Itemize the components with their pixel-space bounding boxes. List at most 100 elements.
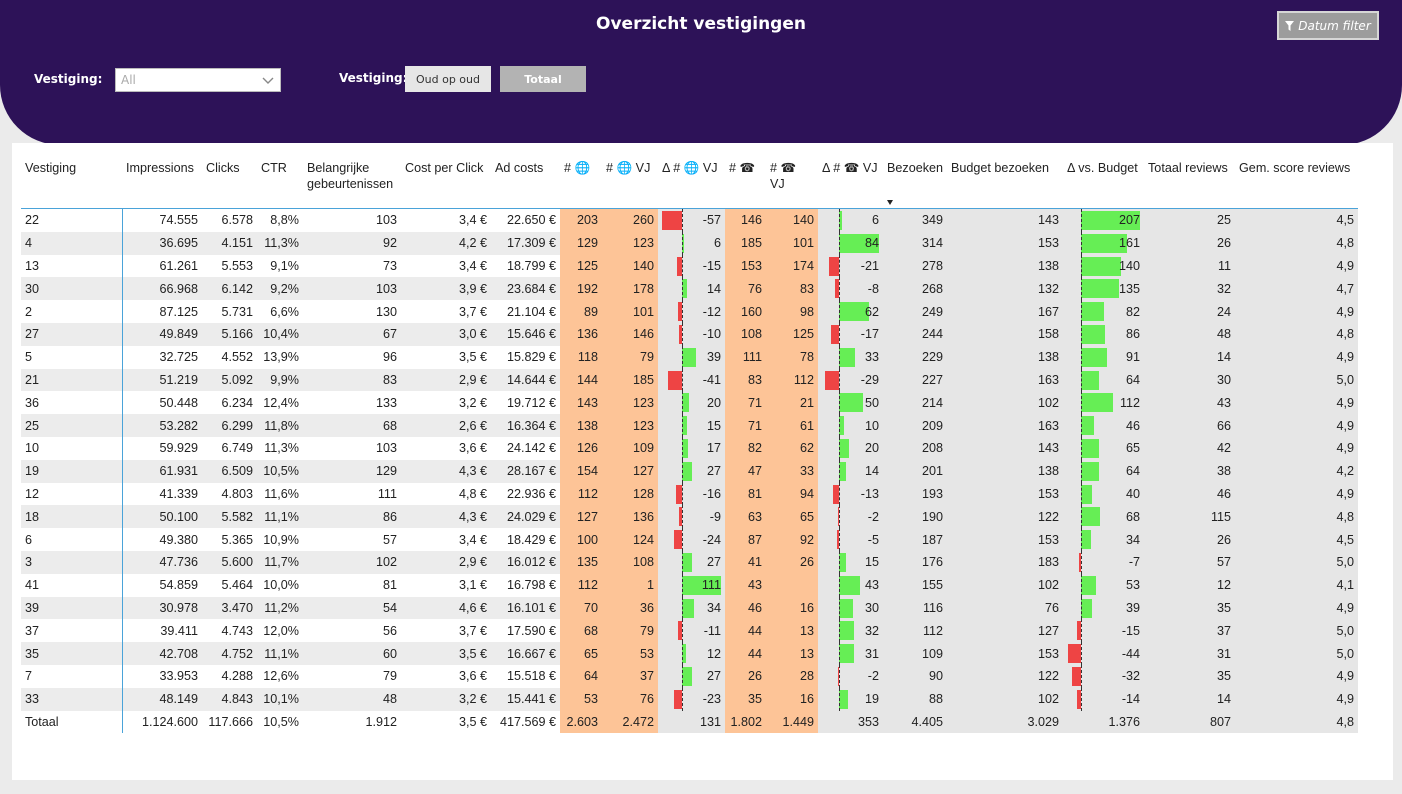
table-row[interactable]: 22 74.555 6.578 8,8% 103 3,4 € 22.650 € 203 260 -…: [21, 208, 1359, 232]
cell-value: 4,9: [1336, 395, 1355, 410]
column-header[interactable]: Cost per Click: [401, 155, 491, 209]
column-header[interactable]: Clicks: [202, 155, 257, 209]
column-header[interactable]: # 🌐: [560, 155, 602, 209]
cell-value: -57: [702, 213, 721, 228]
cell-value: 117.666: [208, 714, 253, 729]
bar-axis: [682, 322, 684, 346]
column-header[interactable]: # ☎ VJ: [766, 155, 818, 209]
table-row[interactable]: 35 42.708 4.752 11,1% 60 3,5 € 16.667 € 65 53 12 4…: [21, 642, 1359, 665]
column-header[interactable]: Δ # 🌐 VJ: [658, 155, 725, 209]
cell-value: 42.708: [159, 646, 198, 661]
table-row[interactable]: 19 61.931 6.509 10,5% 129 4,3 € 28.167 € 154 127…: [21, 459, 1359, 483]
table-cell: 115: [1144, 505, 1236, 529]
table-row[interactable]: 4 36.695 4.151 11,3% 92 4,2 € 17.309 € 129 123 6 1…: [21, 231, 1359, 255]
cell-value: 39: [25, 600, 40, 615]
row-label: 13: [21, 254, 123, 278]
cell-value: 136: [576, 327, 598, 342]
table-row[interactable]: 13 61.261 5.553 9,1% 73 3,4 € 18.799 € 125 140 -1…: [21, 254, 1359, 278]
cell-value: 96: [382, 350, 397, 365]
table-cell: 33: [766, 459, 818, 483]
table-cell: 81: [725, 482, 766, 506]
table-row[interactable]: 3 47.736 5.600 11,7% 102 2,9 € 16.012 € 135 108 2…: [21, 550, 1359, 574]
table-row[interactable]: 21 51.219 5.092 9,9% 83 2,9 € 14.644 € 144 185 -4…: [21, 368, 1359, 392]
table-row[interactable]: 27 49.849 5.166 10,4% 67 3,0 € 15.646 € 136 146 -…: [21, 322, 1359, 346]
table-cell: 174: [766, 254, 818, 278]
table-cell: 43: [818, 573, 883, 597]
cell-value: 192: [576, 281, 598, 296]
table-row[interactable]: 12 41.339 4.803 11,6% 111 4,8 € 22.936 € 112 128…: [21, 482, 1359, 506]
cell-value: -14: [1121, 692, 1141, 707]
cell-value: 143: [1038, 441, 1060, 456]
vestiging-dropdown[interactable]: All: [115, 68, 281, 92]
dropdown-value: All: [121, 73, 136, 87]
column-header[interactable]: Bezoeken: [883, 155, 948, 209]
cell-value: 2.603: [566, 714, 598, 729]
column-header[interactable]: Ad costs: [491, 155, 560, 209]
table-row[interactable]: 25 53.282 6.299 11,8% 68 2,6 € 16.364 € 138 123 1…: [21, 414, 1359, 437]
cell-value: 101: [632, 304, 654, 319]
column-header[interactable]: Δ # ☎ VJ: [818, 155, 883, 209]
cell-value: 76: [1045, 600, 1060, 615]
toggle-oud-op-oud[interactable]: Oud op oud: [405, 66, 491, 92]
table-cell: -9: [658, 505, 725, 529]
cell-value: 22.650 €: [506, 213, 556, 228]
column-header[interactable]: Gem. score reviews: [1235, 155, 1359, 209]
table-cell: 209: [883, 414, 948, 437]
positive-bar: [1080, 438, 1100, 458]
table-row[interactable]: 18 50.100 5.582 11,1% 86 4,3 € 24.029 € 127 136 -…: [21, 505, 1359, 529]
positive-bar: [839, 302, 869, 322]
cell-value: 5: [25, 350, 33, 365]
bar-axis: [839, 414, 841, 437]
cell-value: 15.441 €: [506, 692, 556, 707]
column-header[interactable]: CTR: [257, 155, 303, 209]
column-header[interactable]: Δ vs. Budget: [1063, 155, 1145, 209]
table-row[interactable]: 36 50.448 6.234 12,4% 133 3,2 € 19.712 € 143 123…: [21, 391, 1359, 415]
column-header[interactable]: Totaal reviews: [1144, 155, 1236, 209]
bar-axis: [1080, 300, 1082, 323]
table-row[interactable]: 33 48.149 4.843 10,1% 48 3,2 € 15.441 € 53 76 -23…: [21, 687, 1359, 711]
table-cell: 37: [1144, 619, 1236, 643]
table-row[interactable]: 30 66.968 6.142 9,2% 103 3,9 € 23.684 € 192 178 1…: [21, 277, 1359, 301]
bar-axis: [1080, 550, 1082, 574]
table-row[interactable]: 10 59.929 6.749 11,3% 103 3,6 € 24.142 € 126 109…: [21, 436, 1359, 460]
column-header[interactable]: # ☎: [725, 155, 766, 209]
cell-value: 138: [1038, 258, 1060, 273]
column-header[interactable]: Belangrijke gebeurtenissen: [303, 155, 401, 209]
row-label: 27: [21, 322, 123, 346]
table-cell: 4,8: [1235, 231, 1359, 255]
table-row[interactable]: 2 87.125 5.731 6,6% 130 3,7 € 21.104 € 89 101 -12…: [21, 300, 1359, 323]
table-cell: 2,6 €: [401, 414, 491, 437]
bar-axis: [839, 664, 841, 688]
cell-value: 79: [639, 350, 654, 365]
table-row[interactable]: 6 49.380 5.365 10,9% 57 3,4 € 18.429 € 100 124 -2…: [21, 528, 1359, 551]
table-cell: 36: [602, 596, 658, 620]
bar-axis: [1080, 391, 1082, 415]
table-cell: 109: [883, 642, 948, 665]
column-header[interactable]: # 🌐 VJ: [602, 155, 658, 209]
table-cell: 49.849: [122, 322, 202, 346]
table-row[interactable]: 41 54.859 5.464 10,0% 81 3,1 €16.798 €112 1 111…: [21, 573, 1359, 597]
table-row[interactable]: 7 33.953 4.288 12,6% 79 3,6 € 15.518 € 64 37 27 26…: [21, 664, 1359, 688]
table-cell: 26: [1144, 231, 1236, 255]
total-row[interactable]: Totaal 1.124.600 117.666 10,5% 1.912 3,5 € 417…: [21, 710, 1359, 734]
table-cell: 3,6 €: [401, 436, 491, 460]
column-header[interactable]: Budget bezoeken: [947, 155, 1064, 209]
toggle-totaal[interactable]: Totaal: [500, 66, 586, 92]
cell-value: 54.859: [159, 578, 198, 593]
table-cell: 96: [303, 345, 401, 369]
cell-value: 5.365: [221, 532, 253, 547]
table-cell: -7: [1063, 550, 1145, 574]
cell-value: 37: [1217, 623, 1232, 638]
cell-value: 76: [639, 692, 654, 707]
table-cell: 24: [1144, 300, 1236, 323]
table-row[interactable]: 39 30.978 3.470 11,2% 54 4,6 € 16.101 € 70 36 34 4…: [21, 596, 1359, 620]
table-row[interactable]: 37 39.411 4.743 12,0% 56 3,7 € 17.590 € 68 79 -11…: [21, 619, 1359, 643]
column-header[interactable]: Vestiging: [21, 155, 122, 209]
bar-axis: [682, 436, 684, 460]
column-header[interactable]: Impressions: [122, 155, 202, 209]
table-row[interactable]: 5 32.725 4.552 13,9% 96 3,5 € 15.829 € 118 79 39 1…: [21, 345, 1359, 369]
cell-value: 39.411: [160, 623, 198, 638]
cell-value: 44: [747, 623, 762, 638]
table-cell: 32: [1144, 277, 1236, 301]
datum-filter-button[interactable]: Datum filter: [1277, 11, 1379, 40]
